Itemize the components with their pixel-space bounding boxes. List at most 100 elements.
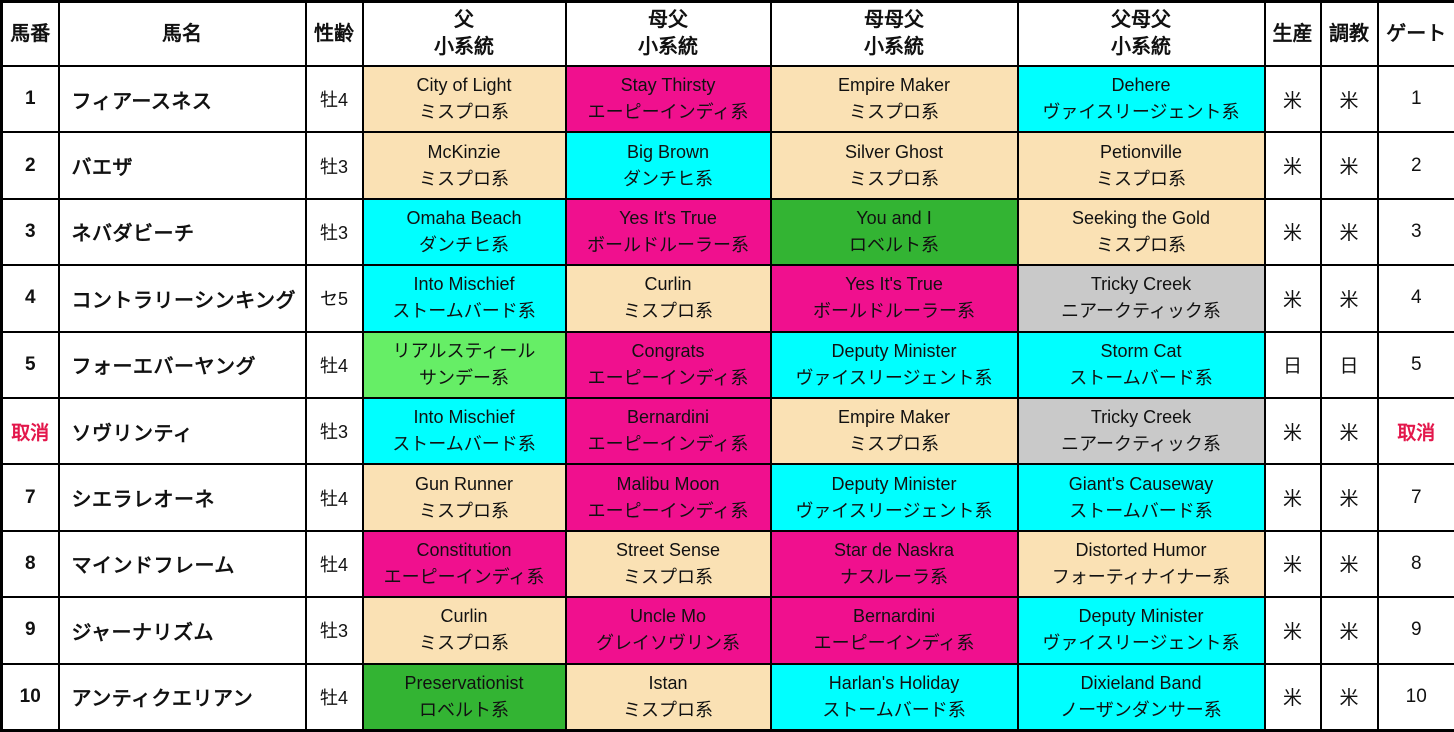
sire-dam-sire-cell: Storm Cat ストームバード系 — [1016, 330, 1266, 399]
gate-cell: 1 — [1376, 64, 1454, 134]
sire-lineage: ミスプロ系 — [419, 633, 509, 654]
horse-number-cell: 4 — [0, 264, 60, 333]
sire-lineage: エーピーインディ系 — [383, 566, 545, 587]
sire-dam-sire-horse-name: Tricky Creek — [1090, 407, 1192, 428]
dam-sire-cell: Yes It's True ボールドルーラー系 — [564, 197, 772, 267]
dam-sire-cell: Bernardini エーピーインディ系 — [564, 396, 772, 466]
dam-sire-cell: Congrats エーピーインディ系 — [564, 330, 772, 399]
dam-dam-sire-lineage: ミスプロ系 — [849, 168, 939, 189]
sex-age-cell: 牡4 — [304, 463, 364, 532]
sire-dam-sire-lineage: ニアークティック系 — [1061, 434, 1221, 455]
sire-dam-sire-cell: Seeking the Gold ミスプロ系 — [1016, 197, 1266, 267]
dam-dam-sire-cell: You and I ロベルト系 — [769, 197, 1019, 267]
dam-dam-sire-cell: Deputy Minister ヴァイスリージェント系 — [769, 330, 1019, 399]
col-header-sire-label: 父 — [454, 9, 474, 31]
dam-sire-horse-name: Malibu Moon — [616, 473, 720, 494]
sire-dam-sire-horse-name: Tricky Creek — [1090, 274, 1192, 295]
sire-dam-sire-lineage: ストームバード系 — [1069, 500, 1213, 521]
dam-sire-lineage: ボールドルーラー系 — [587, 234, 749, 255]
sire-horse-name: Curlin — [440, 606, 488, 627]
dam-dam-sire-cell: Star de Naskra ナスルーラ系 — [769, 529, 1019, 599]
dam-dam-sire-lineage: ヴァイスリージェント系 — [795, 367, 993, 388]
table-row: 4 コントラリーシンキング セ5 Into Mischief ストームバード系 Curli… — [0, 264, 1454, 333]
sire-dam-sire-cell: Petionville ミスプロ系 — [1016, 131, 1266, 200]
horse-name-cell: コントラリーシンキング — [57, 264, 307, 333]
sex-age-cell: 牡4 — [304, 662, 364, 732]
dam-sire-lineage: グレイソヴリン系 — [596, 633, 740, 654]
training-country-cell: 米 — [1319, 596, 1379, 665]
horse-name-cell: アンティクエリアン — [57, 662, 307, 732]
sex-age-cell: 牡4 — [304, 529, 364, 599]
sire-lineage: ストームバード系 — [392, 301, 536, 322]
dam-dam-sire-horse-name: You and I — [856, 207, 932, 228]
horse-number-cell: 10 — [0, 662, 60, 732]
dam-sire-lineage: ミスプロ系 — [623, 301, 713, 322]
table-row: 3 ネバダビーチ 牡3 Omaha Beach ダンチヒ系 Yes It's True ボー… — [0, 197, 1454, 267]
sire-horse-name: McKinzie — [427, 141, 501, 162]
breeding-country-cell: 米 — [1263, 197, 1322, 267]
col-header-gate: ゲート — [1376, 0, 1454, 67]
dam-sire-horse-name: Congrats — [631, 340, 705, 361]
dam-sire-horse-name: Uncle Mo — [629, 606, 707, 627]
table-row: 1 フィアースネス 牡4 City of Light ミスプロ系 Stay Thirsty… — [0, 64, 1454, 134]
dam-dam-sire-lineage: ミスプロ系 — [849, 102, 939, 123]
sire-dam-sire-horse-name: Giant's Causeway — [1068, 473, 1214, 494]
dam-dam-sire-horse-name: Deputy Minister — [831, 340, 957, 361]
dam-sire-cell: Street Sense ミスプロ系 — [564, 529, 772, 599]
training-country-cell: 米 — [1319, 396, 1379, 466]
sire-lineage: ストームバード系 — [392, 434, 536, 455]
breeding-country-cell: 米 — [1263, 596, 1322, 665]
sire-horse-name: Into Mischief — [413, 407, 515, 428]
col-header-dam-dam-sire-label: 母母父 — [864, 9, 924, 31]
breeding-country-cell: 米 — [1263, 264, 1322, 333]
sire-horse-name: Preservationist — [404, 672, 524, 693]
dam-sire-horse-name: Street Sense — [615, 539, 721, 560]
sire-cell: McKinzie ミスプロ系 — [361, 131, 567, 200]
sire-lineage: サンデー系 — [419, 367, 509, 388]
dam-dam-sire-lineage: ヴァイスリージェント系 — [795, 500, 993, 521]
sire-dam-sire-lineage: ニアークティック系 — [1061, 301, 1221, 322]
dam-dam-sire-lineage: ロベルト系 — [849, 234, 939, 255]
gate-cell: 10 — [1376, 662, 1454, 732]
sire-horse-name: City of Light — [416, 75, 512, 96]
col-header-dam-dam-sire: 母母父 小系統 — [769, 0, 1019, 67]
sex-age-cell: 牡4 — [304, 330, 364, 399]
col-header-sire-sub: 小系統 — [434, 36, 494, 58]
gate-cell: 2 — [1376, 131, 1454, 200]
horse-name-cell: バエザ — [57, 131, 307, 200]
dam-sire-horse-name: Stay Thirsty — [620, 75, 716, 96]
col-header-dam-sire-sub: 小系統 — [638, 36, 698, 58]
dam-sire-cell: Uncle Mo グレイソヴリン系 — [564, 596, 772, 665]
col-header-sire-dam-sire: 父母父 小系統 — [1016, 0, 1266, 67]
dam-sire-cell: Big Brown ダンチヒ系 — [564, 131, 772, 200]
sire-dam-sire-cell: Tricky Creek ニアークティック系 — [1016, 396, 1266, 466]
sex-age-cell: 牡3 — [304, 396, 364, 466]
sire-cell: Omaha Beach ダンチヒ系 — [361, 197, 567, 267]
col-header-sex-age: 性齢 — [304, 0, 364, 67]
header-row: 馬番 馬名 性齢 父 小系統 母父 小系統 母母父 小系統 父母父 小系統 — [0, 0, 1454, 67]
dam-sire-lineage: エーピーインディ系 — [587, 434, 749, 455]
col-header-sire: 父 小系統 — [361, 0, 567, 67]
horse-number-cell: 9 — [0, 596, 60, 665]
dam-sire-cell: Istan ミスプロ系 — [564, 662, 772, 732]
horse-name-cell: フォーエバーヤング — [57, 330, 307, 399]
breeding-country-cell: 米 — [1263, 529, 1322, 599]
table-row: 8 マインドフレーム 牡4 Constitution エーピーインディ系 Street S… — [0, 529, 1454, 599]
horse-name-cell: ソヴリンティ — [57, 396, 307, 466]
breeding-country-cell: 米 — [1263, 463, 1322, 532]
horse-name-cell: シエラレオーネ — [57, 463, 307, 532]
sire-dam-sire-lineage: ストームバード系 — [1069, 367, 1213, 388]
sire-horse-name: Into Mischief — [413, 274, 515, 295]
dam-sire-cell: Stay Thirsty エーピーインディ系 — [564, 64, 772, 134]
breeding-country-cell: 米 — [1263, 64, 1322, 134]
training-country-cell: 米 — [1319, 662, 1379, 732]
dam-sire-lineage: エーピーインディ系 — [587, 367, 749, 388]
dam-sire-horse-name: Curlin — [644, 274, 692, 295]
dam-sire-lineage: ミスプロ系 — [623, 566, 713, 587]
dam-dam-sire-lineage: ボールドルーラー系 — [813, 301, 975, 322]
horse-number-cell: 3 — [0, 197, 60, 267]
table-row: 取消 ソヴリンティ 牡3 Into Mischief ストームバード系 Bernardin… — [0, 396, 1454, 466]
sire-cell: Into Mischief ストームバード系 — [361, 264, 567, 333]
sire-dam-sire-horse-name: Storm Cat — [1100, 340, 1182, 361]
